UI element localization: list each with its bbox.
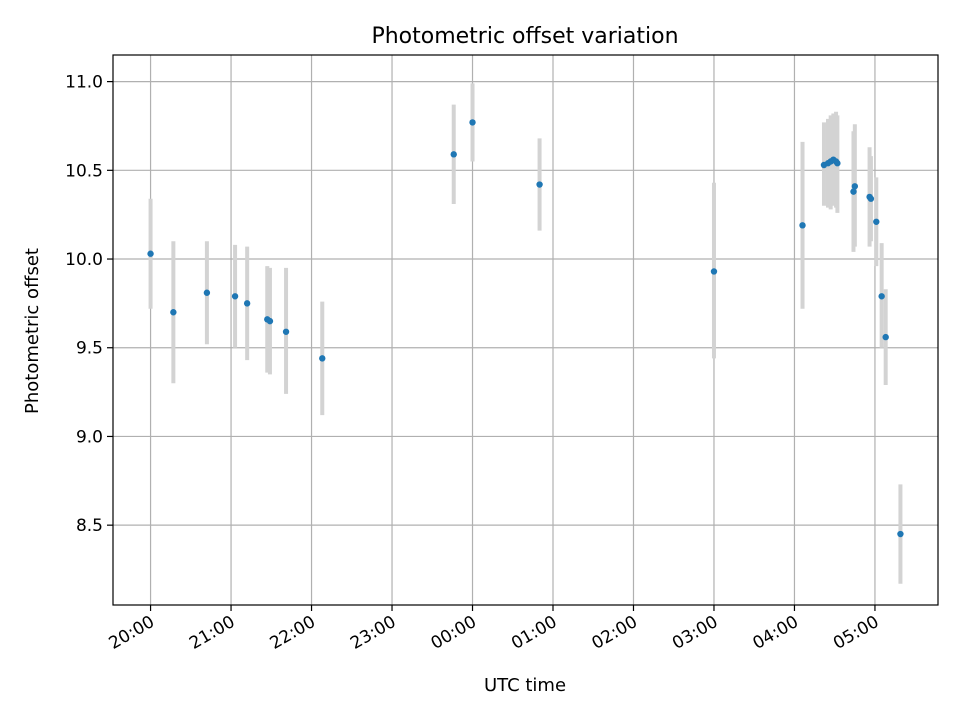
data-points [147,119,904,538]
x-tick-label: 05:00 [830,612,882,654]
x-tick-label: 21:00 [186,612,238,654]
data-point [850,188,857,195]
data-point [170,309,177,316]
data-point [873,218,880,225]
data-point [882,333,889,341]
x-tick-label: 01:00 [508,612,560,654]
data-point [799,222,806,229]
y-axis-ticks: 8.5 9.0 9.5 10.0 10.5 11.0 [65,73,113,536]
data-point [319,355,326,362]
grid-lines [113,55,938,605]
y-tick-label: 10.5 [65,161,103,181]
y-tick-label: 9.0 [76,427,103,447]
chart-title: Photometric offset variation [371,24,678,49]
data-point [450,151,457,158]
data-point [147,250,154,257]
y-tick-label: 8.5 [76,516,103,536]
y-tick-label: 9.5 [76,339,103,359]
data-point [266,317,274,325]
data-point [203,289,211,296]
data-point [878,293,885,300]
data-point [710,268,718,275]
x-axis-label: UTC time [484,675,566,696]
data-point [536,181,543,188]
data-point [243,300,251,307]
error-bars [148,83,903,584]
y-axis-label: Photometric offset [22,248,43,414]
data-point [469,119,476,126]
x-tick-label: 04:00 [750,612,802,654]
x-tick-label: 00:00 [428,612,480,654]
x-tick-label: 22:00 [267,612,319,654]
x-axis-ticks: 20:00 21:00 22:00 23:00 00:00 01:00 02:00 03:00… [106,605,882,654]
y-tick-label: 11.0 [65,73,103,93]
data-point [867,195,875,202]
y-tick-label: 10.0 [65,250,103,270]
data-point [851,183,859,190]
data-point [282,328,290,335]
x-tick-label: 02:00 [589,612,641,654]
data-point [231,293,239,300]
data-point [897,530,904,538]
data-point [834,160,841,167]
plot-frame [112,54,939,606]
x-tick-label: 03:00 [669,612,721,654]
x-tick-label: 20:00 [106,612,158,654]
x-tick-label: 23:00 [347,612,399,654]
